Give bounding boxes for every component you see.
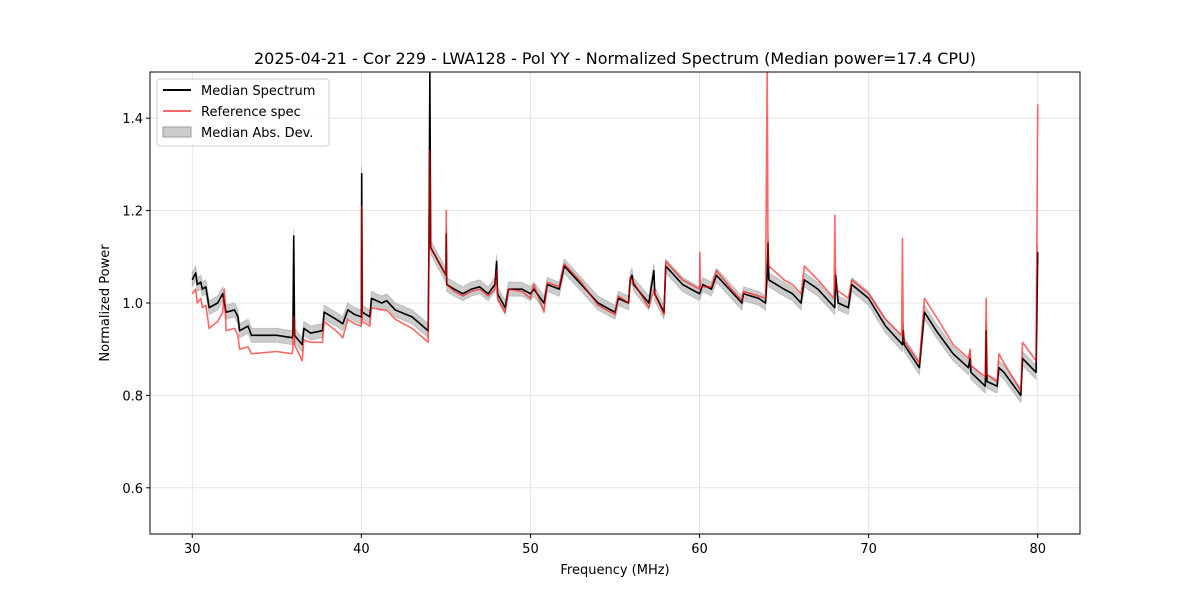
y-axis-label: Normalized Power — [98, 244, 113, 362]
x-axis-label: Frequency (MHz) — [560, 563, 669, 578]
x-tick-label: 50 — [522, 542, 539, 557]
legend: Median Spectrum Reference spec Median Ab… — [156, 78, 330, 147]
y-tick-label: 0.6 — [122, 482, 143, 497]
plot-marks — [191, 72, 1039, 404]
legend-mad-label: Median Abs. Dev. — [201, 126, 313, 141]
y-tick-label: 0.8 — [122, 389, 143, 404]
grid — [150, 72, 1080, 534]
y-tick-label: 1.4 — [122, 112, 143, 127]
axis-ticks: 30 40 50 60 70 80 0.6 0.8 1.0 1.2 1.4 — [122, 112, 1046, 557]
x-tick-label: 30 — [184, 542, 201, 557]
reference-spectrum-line — [191, 72, 1039, 392]
legend-box — [156, 78, 330, 147]
x-tick-label: 80 — [1029, 542, 1046, 557]
x-tick-label: 40 — [353, 542, 370, 557]
legend-median-label: Median Spectrum — [201, 84, 315, 99]
legend-reference-label: Reference spec — [201, 105, 301, 120]
y-tick-label: 1.0 — [122, 297, 143, 312]
y-tick-label: 1.2 — [122, 205, 143, 220]
median-spectrum-line — [191, 72, 1039, 397]
x-tick-label: 60 — [691, 542, 708, 557]
legend-mad-swatch — [162, 126, 192, 138]
chart-title: 2025-04-21 - Cor 229 - LWA128 - Pol YY -… — [254, 49, 976, 68]
x-tick-label: 70 — [860, 542, 877, 557]
